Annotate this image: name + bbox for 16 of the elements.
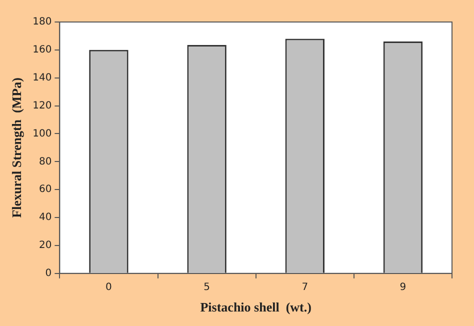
y-tick-label: 140 (32, 72, 52, 84)
y-tick-label: 120 (32, 100, 52, 112)
x-axis-title: Pistachio shell (wt.) (200, 300, 312, 315)
y-axis-title: Flexural Strength (MPa) (9, 78, 24, 218)
x-tick-label: 0 (106, 282, 112, 293)
y-tick-label: 180 (32, 16, 52, 28)
y-tick-label: 20 (38, 240, 52, 252)
x-tick-label: 5 (204, 282, 210, 293)
y-tick-label: 0 (45, 268, 52, 279)
x-tick-label: 7 (302, 282, 308, 293)
x-tick-label: 9 (400, 282, 406, 293)
y-tick-label: 100 (32, 128, 52, 140)
y-tick-label: 160 (32, 44, 52, 56)
y-tick-label: 40 (38, 212, 52, 224)
y-tick-label: 80 (38, 156, 52, 168)
y-tick-label: 60 (38, 184, 52, 196)
